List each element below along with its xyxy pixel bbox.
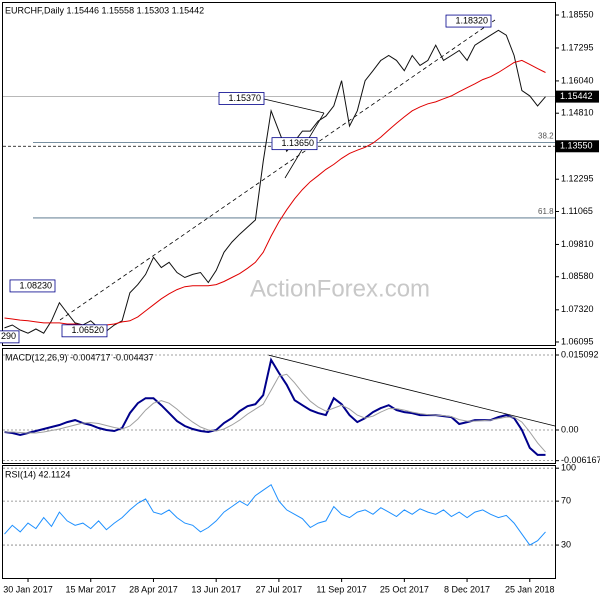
- annotation-label: 1.13650: [281, 138, 314, 148]
- series-line: [4, 483, 546, 546]
- x-tick-label: 25 Jan 2018: [505, 584, 555, 594]
- rsi-title: RSI(14) 42.1124: [5, 469, 70, 479]
- annotation-label: 290: [1, 331, 16, 341]
- price-label-box: [556, 140, 599, 153]
- y-tick-label: 1.07320: [561, 304, 594, 314]
- x-tick-label: 15 Mar 2017: [65, 584, 116, 594]
- macd-panel: [2, 348, 556, 464]
- x-tick-label: 25 Oct 2017: [380, 584, 429, 594]
- annotation-label: 1.06520: [71, 325, 104, 335]
- y-tick-label: 70: [561, 496, 571, 506]
- y-tick-label: 1.06095: [561, 336, 594, 346]
- series-line: [4, 29, 546, 334]
- y-tick-label: 1.17295: [561, 42, 594, 52]
- annotation-box: [61, 324, 108, 338]
- y-tick-label: 1.16040: [561, 75, 594, 85]
- y-tick-label: 1.11065: [561, 206, 593, 216]
- annotation-box: [218, 92, 265, 105]
- price-label-box: [556, 90, 599, 103]
- annotation-label: 1.15370: [228, 93, 261, 103]
- y-tick-label: 1.18550: [561, 9, 594, 19]
- annotation-label: 1.18320: [455, 15, 488, 25]
- x-tick-label: 8 Dec 2017: [444, 584, 490, 594]
- y-tick-label: 1.08580: [561, 271, 594, 281]
- y-tick-label: 1.12295: [561, 174, 594, 184]
- series-line: [4, 373, 546, 453]
- y-tick-label: 100: [561, 463, 576, 473]
- x-tick-label: 13 Jun 2017: [191, 584, 241, 594]
- annotation-box: [0, 330, 20, 344]
- x-tick-label: 28 Apr 2017: [129, 584, 178, 594]
- y-tick-label: -0.006167: [561, 455, 600, 465]
- trend-line: [267, 354, 556, 427]
- series-line: [4, 357, 546, 456]
- x-tick-label: 30 Jan 2017: [3, 584, 53, 594]
- macd-title: MACD(12,26,9) -0.004717 -0.004437: [5, 352, 154, 362]
- x-tick-label: 27 Jul 2017: [256, 584, 303, 594]
- trend-line: [263, 98, 325, 114]
- y-tick-label: 0.015092: [561, 349, 599, 359]
- price-label: 1.15442: [560, 91, 593, 101]
- annotation-label: 1.08230: [19, 280, 52, 290]
- fib-label: 38.2: [538, 131, 554, 140]
- annotation-box: [271, 137, 318, 151]
- fib-label: 61.8: [538, 207, 554, 216]
- x-tick-label: 11 Sep 2017: [316, 584, 366, 594]
- price-title: EURCHF,Daily 1.15446 1.15558 1.15303 1.1…: [5, 5, 204, 15]
- y-tick-label: 0.00: [561, 424, 579, 434]
- annotation-box: [445, 14, 492, 28]
- y-tick-label: 30: [561, 539, 571, 549]
- price-label: 1.13550: [560, 141, 593, 151]
- watermark: ActionForex.com: [250, 275, 430, 302]
- y-tick-label: 1.09810: [561, 239, 594, 249]
- y-tick-label: 1.14810: [561, 108, 594, 118]
- price-panel: [2, 2, 556, 346]
- annotation-box: [9, 279, 56, 293]
